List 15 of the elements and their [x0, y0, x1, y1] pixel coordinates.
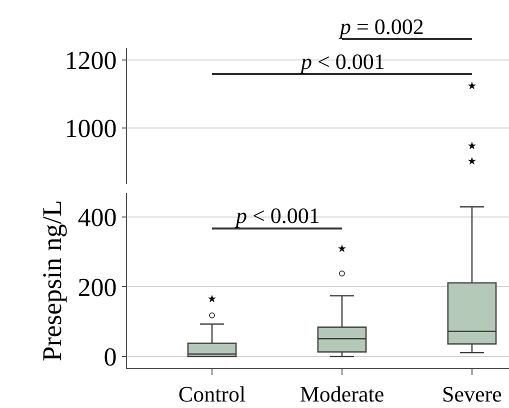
- y-tick-label: 400: [78, 203, 117, 232]
- point: [468, 82, 476, 90]
- x-tick-label: Control: [178, 381, 246, 406]
- x-tick-label: Moderate: [300, 381, 384, 406]
- text: p = 0.002: [338, 14, 424, 39]
- y-tick-label: 200: [78, 272, 117, 302]
- x-tick-label: Severe: [442, 381, 502, 406]
- annotation: p < 0.001: [299, 49, 385, 74]
- point: [468, 142, 476, 150]
- y-tick-label: 1000: [64, 114, 117, 143]
- y-tick-label: 1200: [64, 46, 117, 75]
- annotation: p < 0.001: [234, 203, 320, 228]
- point: [468, 156, 476, 165]
- y-tick-label: 0: [104, 342, 117, 372]
- y-axis-title: Presepsin ng/L: [36, 200, 67, 362]
